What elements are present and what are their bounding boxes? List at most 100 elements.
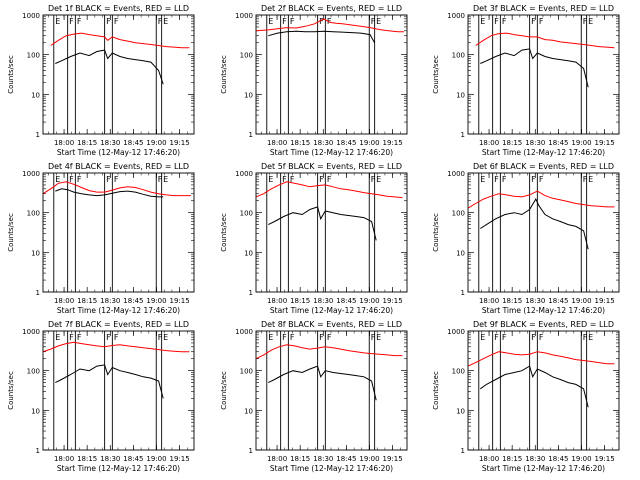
events-series-line — [480, 365, 589, 408]
lld-series-line — [50, 32, 190, 49]
x-tick-label: 18:00 — [479, 455, 499, 463]
y-tick-label: 10 — [456, 249, 465, 257]
x-axis-label: Start Time (12-May-12 17:46:20) — [57, 306, 180, 315]
lld-series-line — [255, 344, 403, 360]
x-tick-label: 18:15 — [290, 297, 310, 305]
y-tick-label: 1000 — [235, 328, 253, 336]
plot-frame — [42, 14, 195, 135]
y-tick-label: 10 — [31, 407, 40, 415]
y-axis-label: Counts/sec — [220, 55, 228, 94]
flag-label: E — [268, 17, 273, 26]
x-tick-label: 18:00 — [54, 297, 74, 305]
flag-label: E — [376, 175, 381, 184]
x-tick-label: 18:00 — [267, 297, 287, 305]
events-series-line — [268, 206, 377, 241]
x-tick-label: 18:00 — [54, 139, 74, 147]
flag-label: F — [494, 175, 499, 184]
events-series-line — [480, 48, 589, 88]
x-tick-label: 19:15 — [595, 455, 615, 463]
x-tick-label: 19:00 — [146, 139, 166, 147]
x-tick-label: 19:15 — [383, 297, 403, 305]
y-tick-label: 1000 — [235, 12, 253, 20]
flag-label: E — [480, 333, 485, 342]
x-tick-label: 18:00 — [479, 139, 499, 147]
flag-label: E — [376, 17, 381, 26]
flag-label: F — [531, 333, 536, 342]
x-tick-label: 19:00 — [571, 139, 591, 147]
lld-series-line — [255, 181, 403, 199]
y-axis-label: Counts/sec — [7, 55, 15, 94]
chart-panel-8: Det 8f BLACK = Events, RED = LLD Counts/s… — [220, 320, 408, 473]
chart-panel-6: Det 6f BLACK = Events, RED = LLD Counts/s… — [432, 162, 620, 315]
flag-label: E — [480, 175, 485, 184]
events-series-line — [268, 30, 376, 43]
x-tick-label: 18:30 — [100, 297, 120, 305]
x-tick-label: 18:30 — [525, 297, 545, 305]
chart-title: Det 1f BLACK = Events, RED = LLD — [48, 4, 189, 13]
x-tick-label: 18:45 — [123, 455, 143, 463]
flag-label: F — [327, 333, 332, 342]
x-tick-label: 18:00 — [54, 455, 74, 463]
y-axis-label: Counts/sec — [7, 213, 15, 252]
y-tick-label: 1 — [36, 131, 40, 139]
flag-label: F — [77, 17, 82, 26]
x-tick-label: 18:30 — [313, 297, 333, 305]
flag-label: F — [106, 17, 111, 26]
x-tick-label: 18:15 — [502, 297, 522, 305]
x-tick-label: 19:00 — [359, 455, 379, 463]
flag-label: E — [376, 333, 381, 342]
x-tick-label: 18:15 — [290, 455, 310, 463]
x-axis-label: Start Time (12-May-12 17:46:20) — [482, 306, 605, 315]
chart-title: Det 6f BLACK = Events, RED = LLD — [473, 162, 614, 171]
plot-frame — [42, 172, 195, 293]
y-axis-label: Counts/sec — [432, 55, 440, 94]
flag-label: F — [494, 17, 499, 26]
flag-label: E — [480, 17, 485, 26]
y-tick-label: 100 — [452, 52, 465, 60]
y-tick-label: 1 — [461, 447, 465, 455]
y-tick-label: 1000 — [235, 170, 253, 178]
flag-label: F — [371, 175, 376, 184]
lld-series-line — [475, 32, 615, 49]
flag-label: F — [371, 17, 376, 26]
x-tick-label: 18:15 — [502, 139, 522, 147]
flag-label: F — [502, 333, 507, 342]
x-tick-label: 19:15 — [383, 139, 403, 147]
flag-label: F — [539, 17, 544, 26]
y-axis-label: Counts/sec — [220, 213, 228, 252]
x-tick-label: 18:45 — [336, 139, 356, 147]
flag-label: F — [531, 175, 536, 184]
flag-label: F — [583, 333, 588, 342]
x-tick-label: 18:45 — [336, 455, 356, 463]
flag-label: F — [77, 333, 82, 342]
y-tick-label: 100 — [27, 368, 40, 376]
chart-panel-7: Det 7f BLACK = Events, RED = LLD Counts/s… — [7, 320, 195, 473]
y-tick-label: 1000 — [447, 170, 465, 178]
x-axis-label: Start Time (12-May-12 17:46:20) — [482, 148, 605, 157]
x-axis-label: Start Time (12-May-12 17:46:20) — [57, 464, 180, 473]
flag-label: F — [114, 333, 119, 342]
lld-series-line — [467, 351, 615, 367]
x-tick-label: 18:00 — [267, 455, 287, 463]
y-tick-label: 1 — [461, 131, 465, 139]
x-tick-label: 18:15 — [77, 455, 97, 463]
x-tick-label: 19:15 — [595, 139, 615, 147]
x-tick-label: 18:45 — [548, 455, 568, 463]
events-series-line — [268, 365, 377, 401]
x-tick-label: 18:15 — [290, 139, 310, 147]
x-tick-label: 18:00 — [267, 139, 287, 147]
x-tick-label: 18:45 — [123, 139, 143, 147]
y-tick-label: 10 — [244, 249, 253, 257]
x-tick-label: 19:15 — [170, 455, 190, 463]
x-tick-label: 19:15 — [170, 139, 190, 147]
x-tick-label: 19:15 — [595, 297, 615, 305]
events-series-line — [55, 364, 164, 399]
y-tick-label: 100 — [452, 368, 465, 376]
flag-label: F — [282, 17, 287, 26]
x-tick-label: 19:15 — [383, 455, 403, 463]
y-tick-label: 100 — [27, 52, 40, 60]
flag-label: F — [69, 175, 74, 184]
y-tick-label: 1 — [461, 289, 465, 297]
flag-label: F — [290, 17, 295, 26]
